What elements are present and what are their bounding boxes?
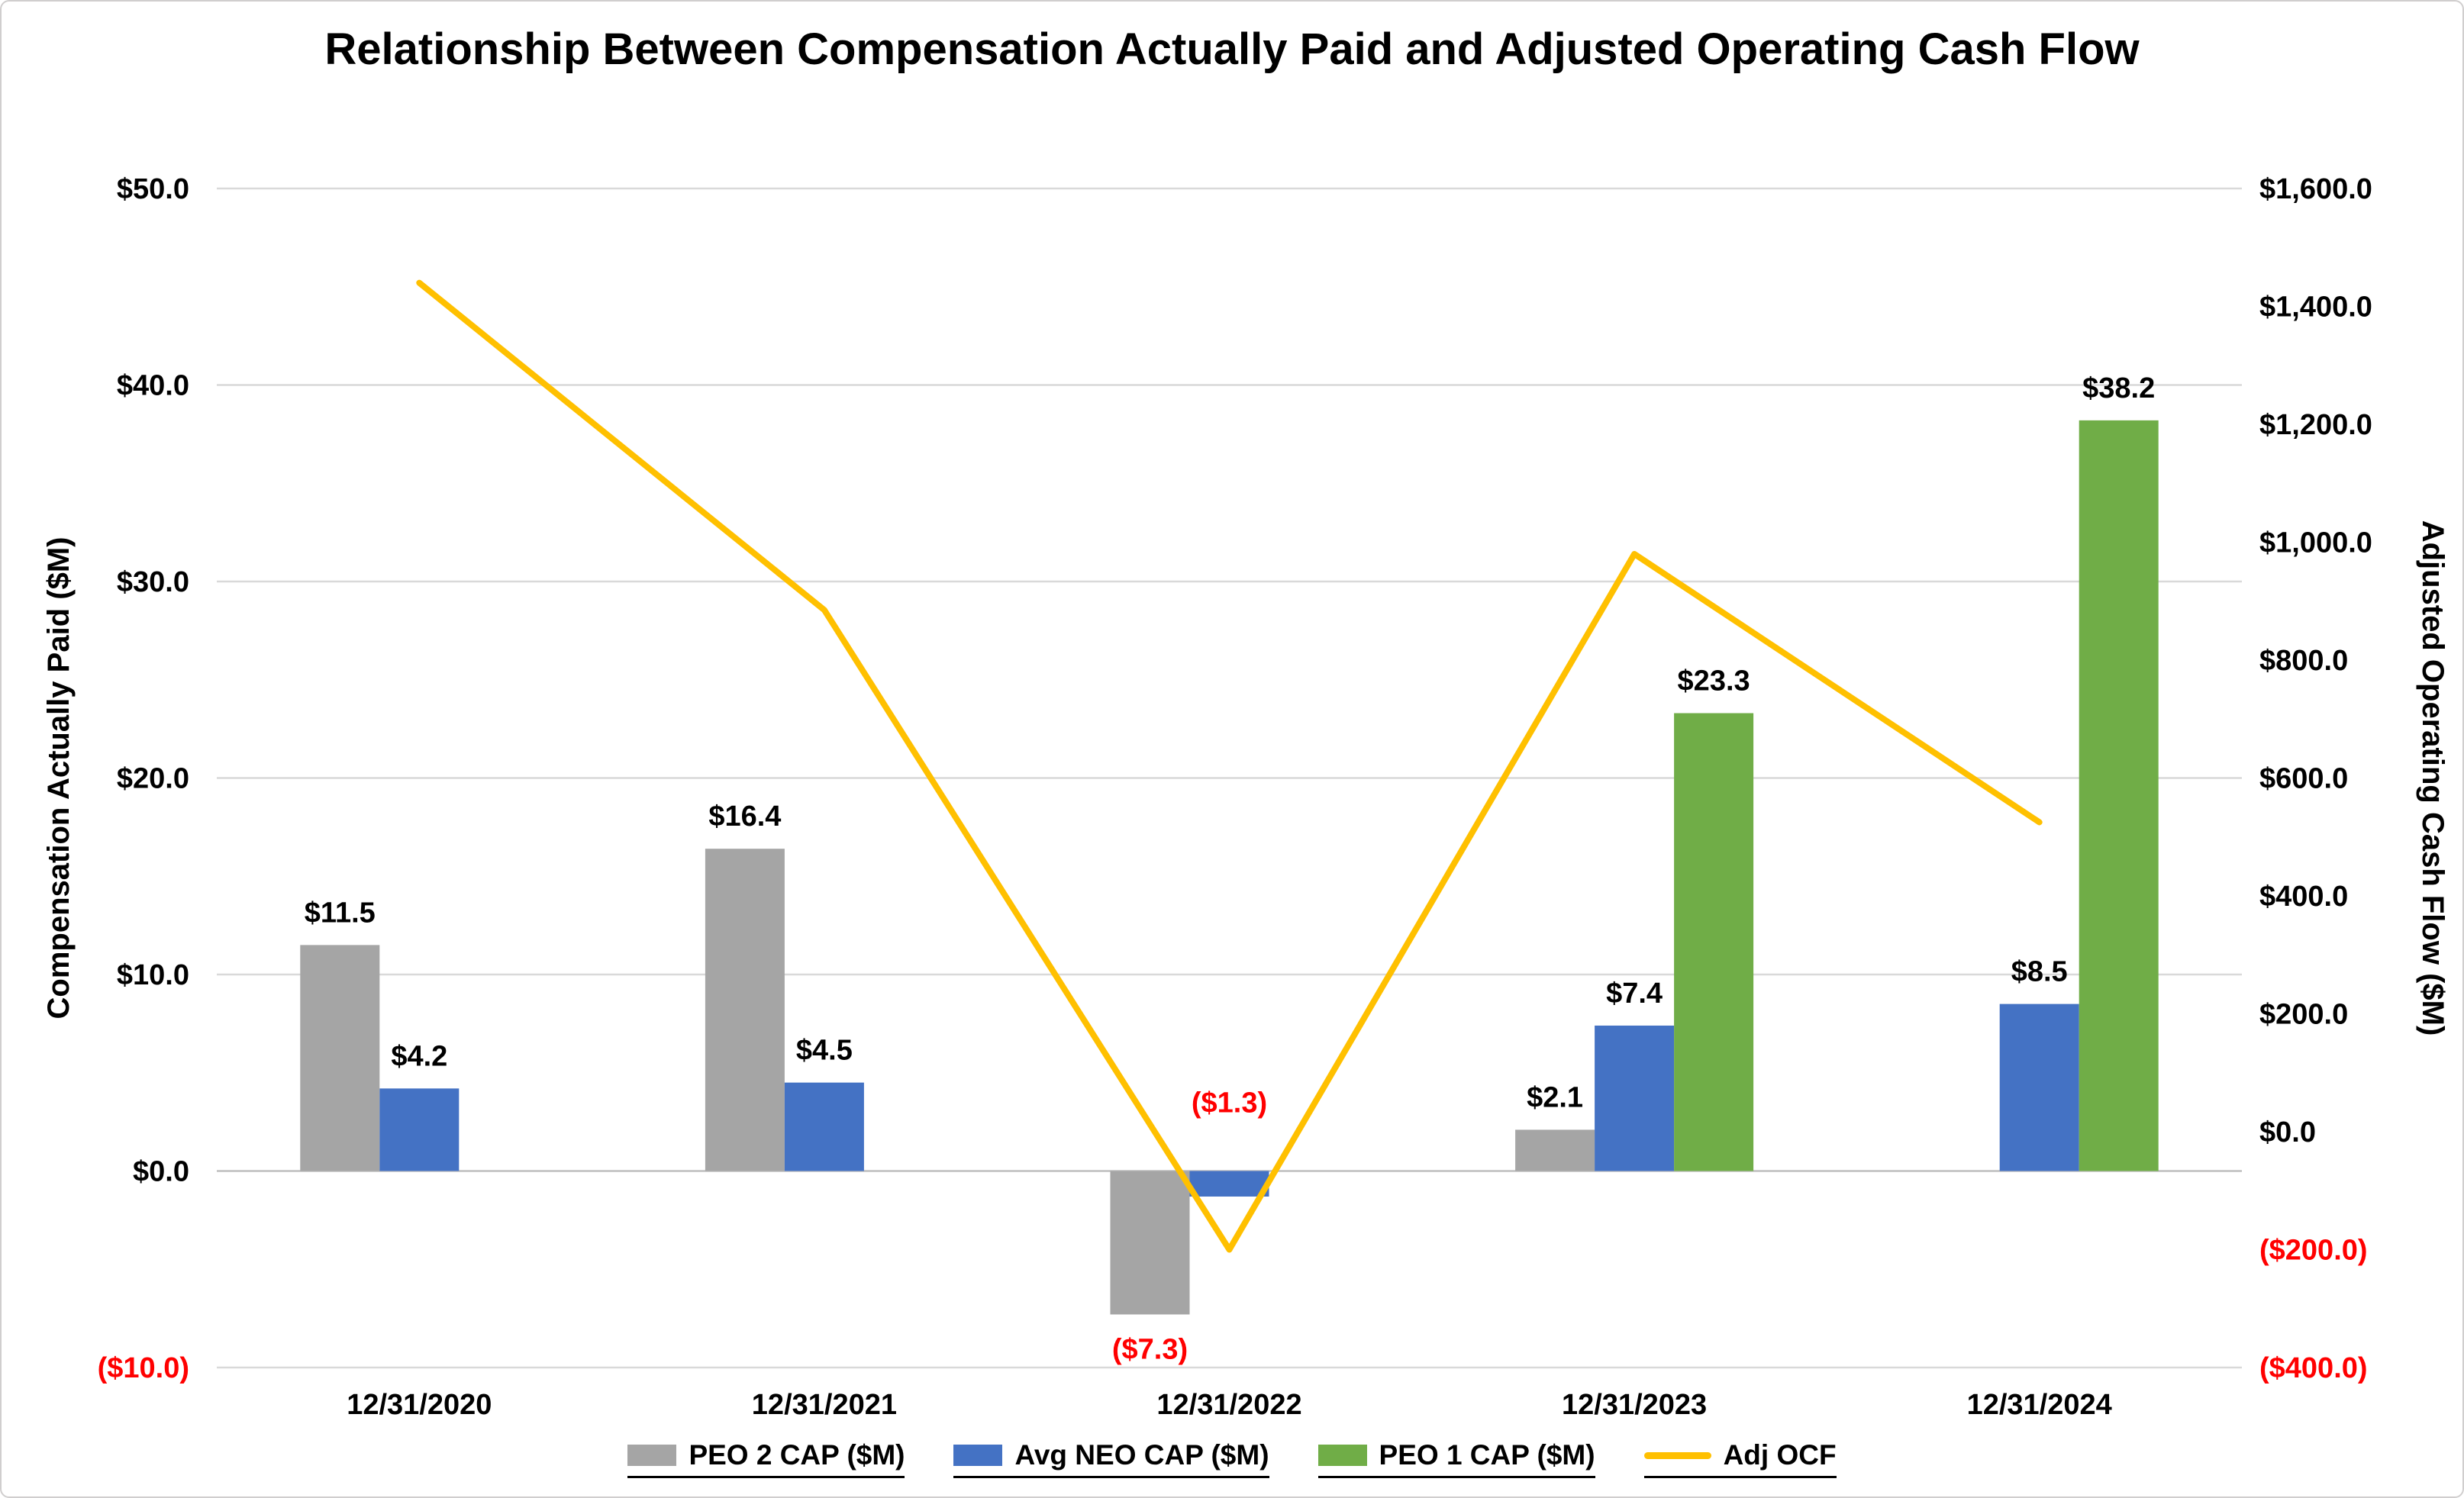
left-axis-tick-label: $50.0	[117, 173, 189, 205]
bar	[379, 1088, 460, 1171]
legend-label: Adj OCF	[1723, 1439, 1837, 1471]
bar-data-label: ($1.3)	[1192, 1087, 1267, 1119]
bar	[1189, 1171, 1269, 1197]
right-axis-tick-label: $1,400.0	[2259, 292, 2372, 324]
x-axis-label: 12/31/2023	[1562, 1389, 1707, 1421]
legend-line-swatch	[1643, 1451, 1711, 1459]
legend-item: PEO 1 CAP ($M)	[1317, 1439, 1595, 1478]
bar	[784, 1082, 864, 1171]
bar-data-label: $4.2	[391, 1040, 447, 1072]
bar-data-label: ($7.3)	[1112, 1333, 1188, 1365]
x-axis-label: 12/31/2020	[347, 1389, 492, 1421]
bar-data-label: $8.5	[2011, 956, 2068, 988]
legend-item: PEO 2 CAP ($M)	[627, 1439, 905, 1478]
legend-item: Avg NEO CAP ($M)	[953, 1439, 1269, 1478]
left-axis-tick-label: $20.0	[117, 763, 189, 795]
x-axis-label: 12/31/2024	[1967, 1389, 2112, 1421]
chart-legend: PEO 2 CAP ($M) Avg NEO CAP ($M) PEO 1 CAP …	[2, 1439, 2462, 1478]
bar	[1110, 1171, 1190, 1315]
bar	[300, 945, 380, 1171]
legend-color-swatch	[953, 1445, 1003, 1466]
bar-data-label: $23.3	[1678, 665, 1750, 697]
left-axis-tick-label: $30.0	[117, 566, 189, 598]
legend-color-swatch	[627, 1445, 677, 1466]
right-axis-tick-label: ($400.0)	[2259, 1352, 2368, 1384]
legend-item: Adj OCF	[1643, 1439, 1837, 1478]
bar-data-label: $2.1	[1527, 1081, 1583, 1113]
bar-data-label: $16.4	[708, 801, 781, 833]
bar	[705, 849, 785, 1171]
left-axis-tick-label: ($10.0)	[98, 1352, 189, 1384]
left-axis-tick-label: $0.0	[133, 1156, 189, 1188]
right-axis-title: Adjusted Operating Cash Flow ($M)	[2416, 520, 2449, 1036]
bar-data-label: $11.5	[305, 897, 376, 929]
line-series	[416, 279, 2043, 1253]
left-axis-tick-label: $40.0	[117, 370, 189, 402]
bar	[1515, 1129, 1595, 1171]
right-axis-tick-label: $200.0	[2259, 999, 2348, 1031]
bar-data-label: $7.4	[1606, 978, 1663, 1010]
bar	[2079, 420, 2159, 1171]
right-axis-tick-label: $600.0	[2259, 763, 2348, 795]
legend-color-swatch	[1317, 1445, 1367, 1466]
right-axis-tick-label: $800.0	[2259, 645, 2348, 677]
bar	[1595, 1025, 1675, 1171]
left-axis-tick-label: $10.0	[117, 959, 189, 991]
right-axis-tick-label: $1,600.0	[2259, 173, 2372, 205]
bar	[1999, 1003, 2079, 1171]
bar	[1674, 713, 1754, 1171]
right-axis-tick-label: $1,200.0	[2259, 409, 2372, 441]
legend-label: PEO 2 CAP ($M)	[689, 1439, 905, 1471]
x-axis-label: 12/31/2022	[1156, 1389, 1301, 1421]
chart-title: Relationship Between Compensation Actual…	[324, 24, 2140, 74]
legend-label: Avg NEO CAP ($M)	[1014, 1439, 1269, 1471]
right-axis-tick-label: $400.0	[2259, 881, 2348, 913]
legend-label: PEO 1 CAP ($M)	[1379, 1439, 1595, 1471]
right-axis-tick-label: ($200.0)	[2259, 1235, 2368, 1267]
bar-data-label: $4.5	[796, 1035, 853, 1067]
bar-data-label: $38.2	[2082, 372, 2155, 404]
right-axis-tick-label: $0.0	[2259, 1116, 2316, 1148]
left-axis-title: Compensation Actually Paid ($M)	[42, 537, 76, 1020]
x-axis-label: 12/31/2021	[752, 1389, 897, 1421]
right-axis-tick-label: $1,000.0	[2259, 527, 2372, 559]
